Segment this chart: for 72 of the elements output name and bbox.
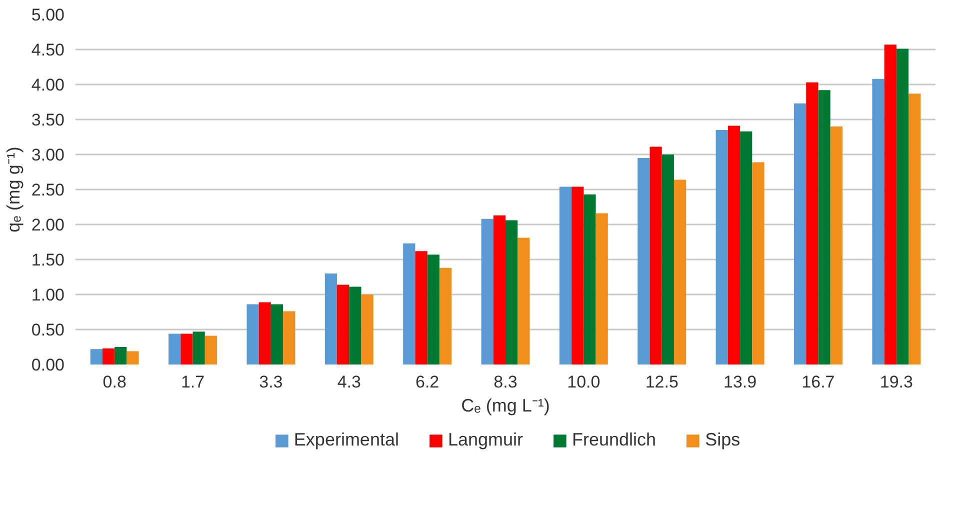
bar [168, 334, 181, 364]
x-tick-label: 1.7 [180, 372, 205, 392]
bar [830, 126, 842, 364]
bar [114, 347, 127, 364]
bar [716, 130, 728, 364]
bar [806, 82, 818, 364]
y-tick-label: 0.50 [31, 320, 65, 340]
y-tick-label: 3.00 [31, 146, 65, 164]
bar [638, 158, 650, 364]
bar [662, 154, 674, 364]
bar [572, 186, 584, 364]
bar [427, 254, 440, 364]
bar [204, 336, 218, 364]
bar [728, 126, 740, 364]
y-tick-label: 2.50 [31, 180, 65, 200]
bar [90, 349, 102, 364]
bar [439, 268, 452, 364]
bar [403, 243, 416, 364]
bar [337, 284, 350, 364]
bar [740, 131, 752, 364]
legend-label: Experimental [294, 430, 399, 450]
bar [559, 186, 572, 364]
y-tick-label: 2.00 [31, 216, 65, 234]
y-tick-label: 0.00 [31, 356, 65, 374]
y-tick-label: 4.00 [31, 76, 65, 94]
x-tick-label: 10.0 [567, 372, 600, 392]
bar [180, 334, 193, 364]
bar [908, 94, 921, 364]
bar [794, 103, 806, 364]
bar [361, 294, 374, 364]
x-tick-label: 0.8 [102, 372, 126, 392]
y-tick-label: 1.00 [31, 286, 65, 304]
bar [674, 180, 686, 364]
x-tick-label: 12.5 [645, 372, 678, 392]
bar [258, 302, 271, 364]
y-tick-label: 5.00 [31, 6, 65, 24]
x-axis-title: Cₑ (mg L⁻¹) [461, 396, 550, 416]
bar [818, 90, 830, 364]
x-tick-label: 19.3 [880, 372, 913, 392]
x-tick-label: 8.3 [494, 372, 518, 392]
y-axis-title: qₑ (mg g⁻¹) [3, 146, 24, 232]
bar [596, 213, 608, 364]
bar [872, 78, 884, 364]
bar [506, 220, 518, 364]
x-tick-label: 4.3 [337, 372, 361, 392]
bar [415, 251, 428, 364]
bar [324, 274, 338, 364]
legend-label: Freundlich [572, 430, 656, 450]
y-tick-label: 3.50 [31, 110, 65, 130]
bar [246, 304, 259, 364]
x-tick-label: 16.7 [802, 372, 835, 392]
bar [752, 162, 764, 364]
bar [896, 48, 909, 364]
bar [349, 286, 362, 364]
bar [493, 215, 506, 364]
bar [270, 304, 284, 364]
bar [481, 218, 494, 364]
legend-label: Sips [705, 430, 740, 450]
legend-label: Langmuir [448, 430, 524, 450]
x-tick-label: 3.3 [259, 372, 283, 392]
bar [192, 332, 205, 364]
bar [584, 194, 596, 364]
x-tick-label: 13.9 [724, 372, 757, 392]
y-tick-label: 4.50 [31, 40, 65, 60]
bar [650, 146, 662, 364]
bar [283, 311, 296, 364]
x-tick-label: 6.2 [416, 372, 440, 392]
y-tick-label: 1.50 [31, 250, 65, 270]
bar [102, 348, 115, 364]
bar [126, 351, 139, 364]
bar [884, 44, 896, 364]
bar [518, 238, 530, 364]
